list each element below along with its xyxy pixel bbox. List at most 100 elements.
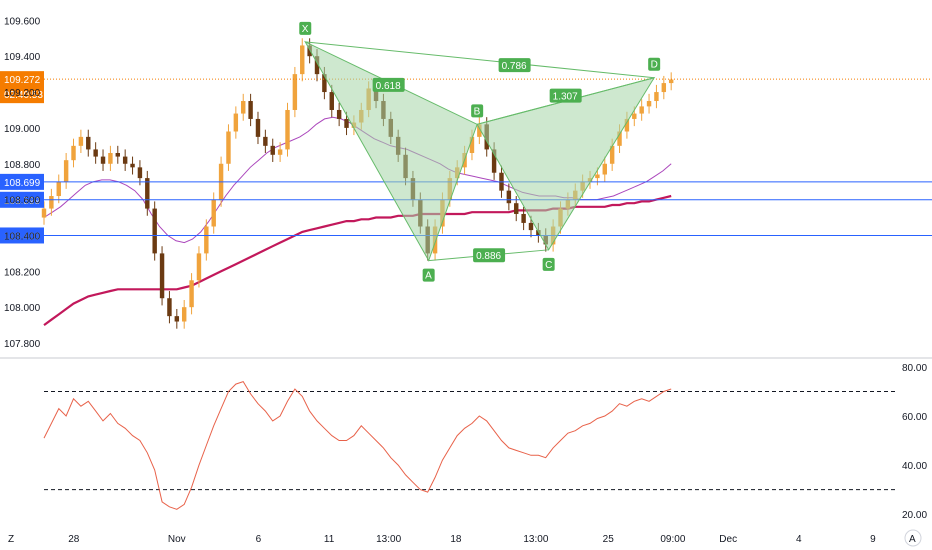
price-tick-label: 109.600 xyxy=(4,16,41,27)
horizontal-line-tag-label: 108.599 xyxy=(4,196,41,207)
oscillator-tick-label: 80.00 xyxy=(902,363,927,374)
candle-body xyxy=(167,298,172,317)
horizontal-line-layer: 108.699 108.599 108.400 109.272 02:40:53 xyxy=(0,71,932,244)
price-tick-label: 108.600 xyxy=(4,196,41,207)
price-tick-label: 108.000 xyxy=(4,303,41,314)
horizontal-line-tag-label: 108.400 xyxy=(4,231,41,242)
candle-body xyxy=(86,136,91,150)
candle-body xyxy=(196,253,202,281)
pattern-ratio-label: 0.618 xyxy=(376,81,401,92)
oscillator-tick-label: 20.00 xyxy=(902,510,927,521)
candle-body xyxy=(314,56,320,75)
horizontal-line-tag xyxy=(0,191,44,208)
candle-body xyxy=(241,101,246,114)
candle-body xyxy=(668,79,674,84)
price-pane xyxy=(0,0,932,355)
horizontal-line-tag xyxy=(0,173,44,190)
candle-body xyxy=(528,222,534,231)
time-tick-label: 6 xyxy=(256,534,262,545)
candle-body xyxy=(263,136,268,146)
candle-body xyxy=(624,118,630,132)
candle-body xyxy=(277,149,283,155)
time-tick-label: 4 xyxy=(796,534,802,545)
time-tick-label: 13:00 xyxy=(376,534,401,545)
price-tick-label: 109.000 xyxy=(4,124,41,135)
countdown-label: 02:40:53 xyxy=(4,90,43,101)
candle-body xyxy=(646,101,652,107)
pattern-ratio-tag[interactable] xyxy=(473,248,506,263)
candle-body xyxy=(204,226,209,254)
pattern-point-label: B xyxy=(474,106,481,117)
pattern-line-xd xyxy=(305,41,655,79)
candle-body xyxy=(617,131,622,146)
pattern-ratio-label: 1.307 xyxy=(553,92,578,103)
candle-body xyxy=(152,208,157,254)
candle-body xyxy=(189,280,194,308)
candle-body xyxy=(130,163,135,168)
horizontal-line-tag-label: 108.699 xyxy=(4,178,41,189)
candle-body xyxy=(300,45,305,75)
pattern-point-tag[interactable] xyxy=(648,57,661,71)
oscillator-pane xyxy=(43,380,895,510)
candle-body xyxy=(292,74,298,110)
footer-left-icon[interactable]: Z xyxy=(8,534,14,545)
candle-body xyxy=(307,45,312,57)
pattern-point-tag[interactable] xyxy=(422,268,435,282)
candle-body xyxy=(108,153,113,164)
auto-scale-icon[interactable] xyxy=(904,529,922,547)
oscillator-line xyxy=(43,380,672,510)
pattern-ratio-label: 0.886 xyxy=(476,251,501,262)
candle-body xyxy=(49,196,54,209)
candle-body xyxy=(521,213,526,223)
price-axis[interactable]: 107.800 108.000 108.200 108.400 108.600 108.8… xyxy=(4,16,41,350)
pattern-point-label: D xyxy=(651,60,658,71)
candle-body xyxy=(248,101,253,119)
price-tick-label: 107.800 xyxy=(4,339,41,350)
candle-body xyxy=(115,153,121,157)
candle-body xyxy=(270,145,275,155)
time-tick-label: 18 xyxy=(450,534,462,545)
price-tick-label: 108.800 xyxy=(4,160,41,171)
candle-body xyxy=(609,145,615,164)
candle-body xyxy=(145,178,150,209)
candle-body xyxy=(506,190,512,204)
pattern-point-tag[interactable] xyxy=(542,257,555,271)
oscillator-tick-label: 40.00 xyxy=(902,461,927,472)
candle-body xyxy=(174,316,180,322)
candle-body xyxy=(159,253,165,299)
horizontal-line-tag xyxy=(0,227,44,244)
candle-body xyxy=(285,109,290,150)
oscillator-tick-label: 60.00 xyxy=(902,412,927,423)
candle-body xyxy=(336,109,342,119)
pattern-ratio-tag[interactable] xyxy=(498,58,531,73)
pattern-ratio-label: 0.786 xyxy=(502,61,527,72)
candle-body xyxy=(491,149,497,173)
candle-body xyxy=(661,83,667,93)
current-price-tag xyxy=(0,71,44,104)
candle-body xyxy=(211,199,216,227)
harmonic-pattern-layer: X A B C D 0.618 0.786 1.307 0.886 xyxy=(299,21,661,282)
auto-scale-label: A xyxy=(909,534,916,545)
oscillator-axis[interactable]: 20.00 40.00 60.00 80.00 xyxy=(902,363,927,521)
time-tick-label: 9 xyxy=(870,534,876,545)
candle-body xyxy=(514,203,519,214)
pattern-ratio-tag[interactable] xyxy=(549,88,582,103)
candle-body xyxy=(595,174,600,179)
current-price-label: 109.272 xyxy=(4,75,41,86)
pattern-point-tag[interactable] xyxy=(471,104,484,118)
candle-body xyxy=(233,113,239,132)
candle-body xyxy=(344,118,349,128)
pattern-ratio-tag[interactable] xyxy=(372,77,405,92)
time-tick-label: 25 xyxy=(603,534,615,545)
pattern-point-label: X xyxy=(302,24,309,35)
pattern-point-label: A xyxy=(425,271,432,282)
candle-body xyxy=(602,163,607,175)
price-tick-label: 108.200 xyxy=(4,267,41,278)
candle-body xyxy=(329,92,334,110)
pattern-point-tag[interactable] xyxy=(299,21,312,35)
candle-body xyxy=(226,131,231,164)
candle-body xyxy=(63,160,69,182)
time-axis[interactable]: 28 Nov 6 11 13:00 18 13:00 25 09:00 Dec 4 9 xyxy=(68,534,876,545)
candle-body xyxy=(477,124,482,137)
candle-body xyxy=(78,136,84,146)
